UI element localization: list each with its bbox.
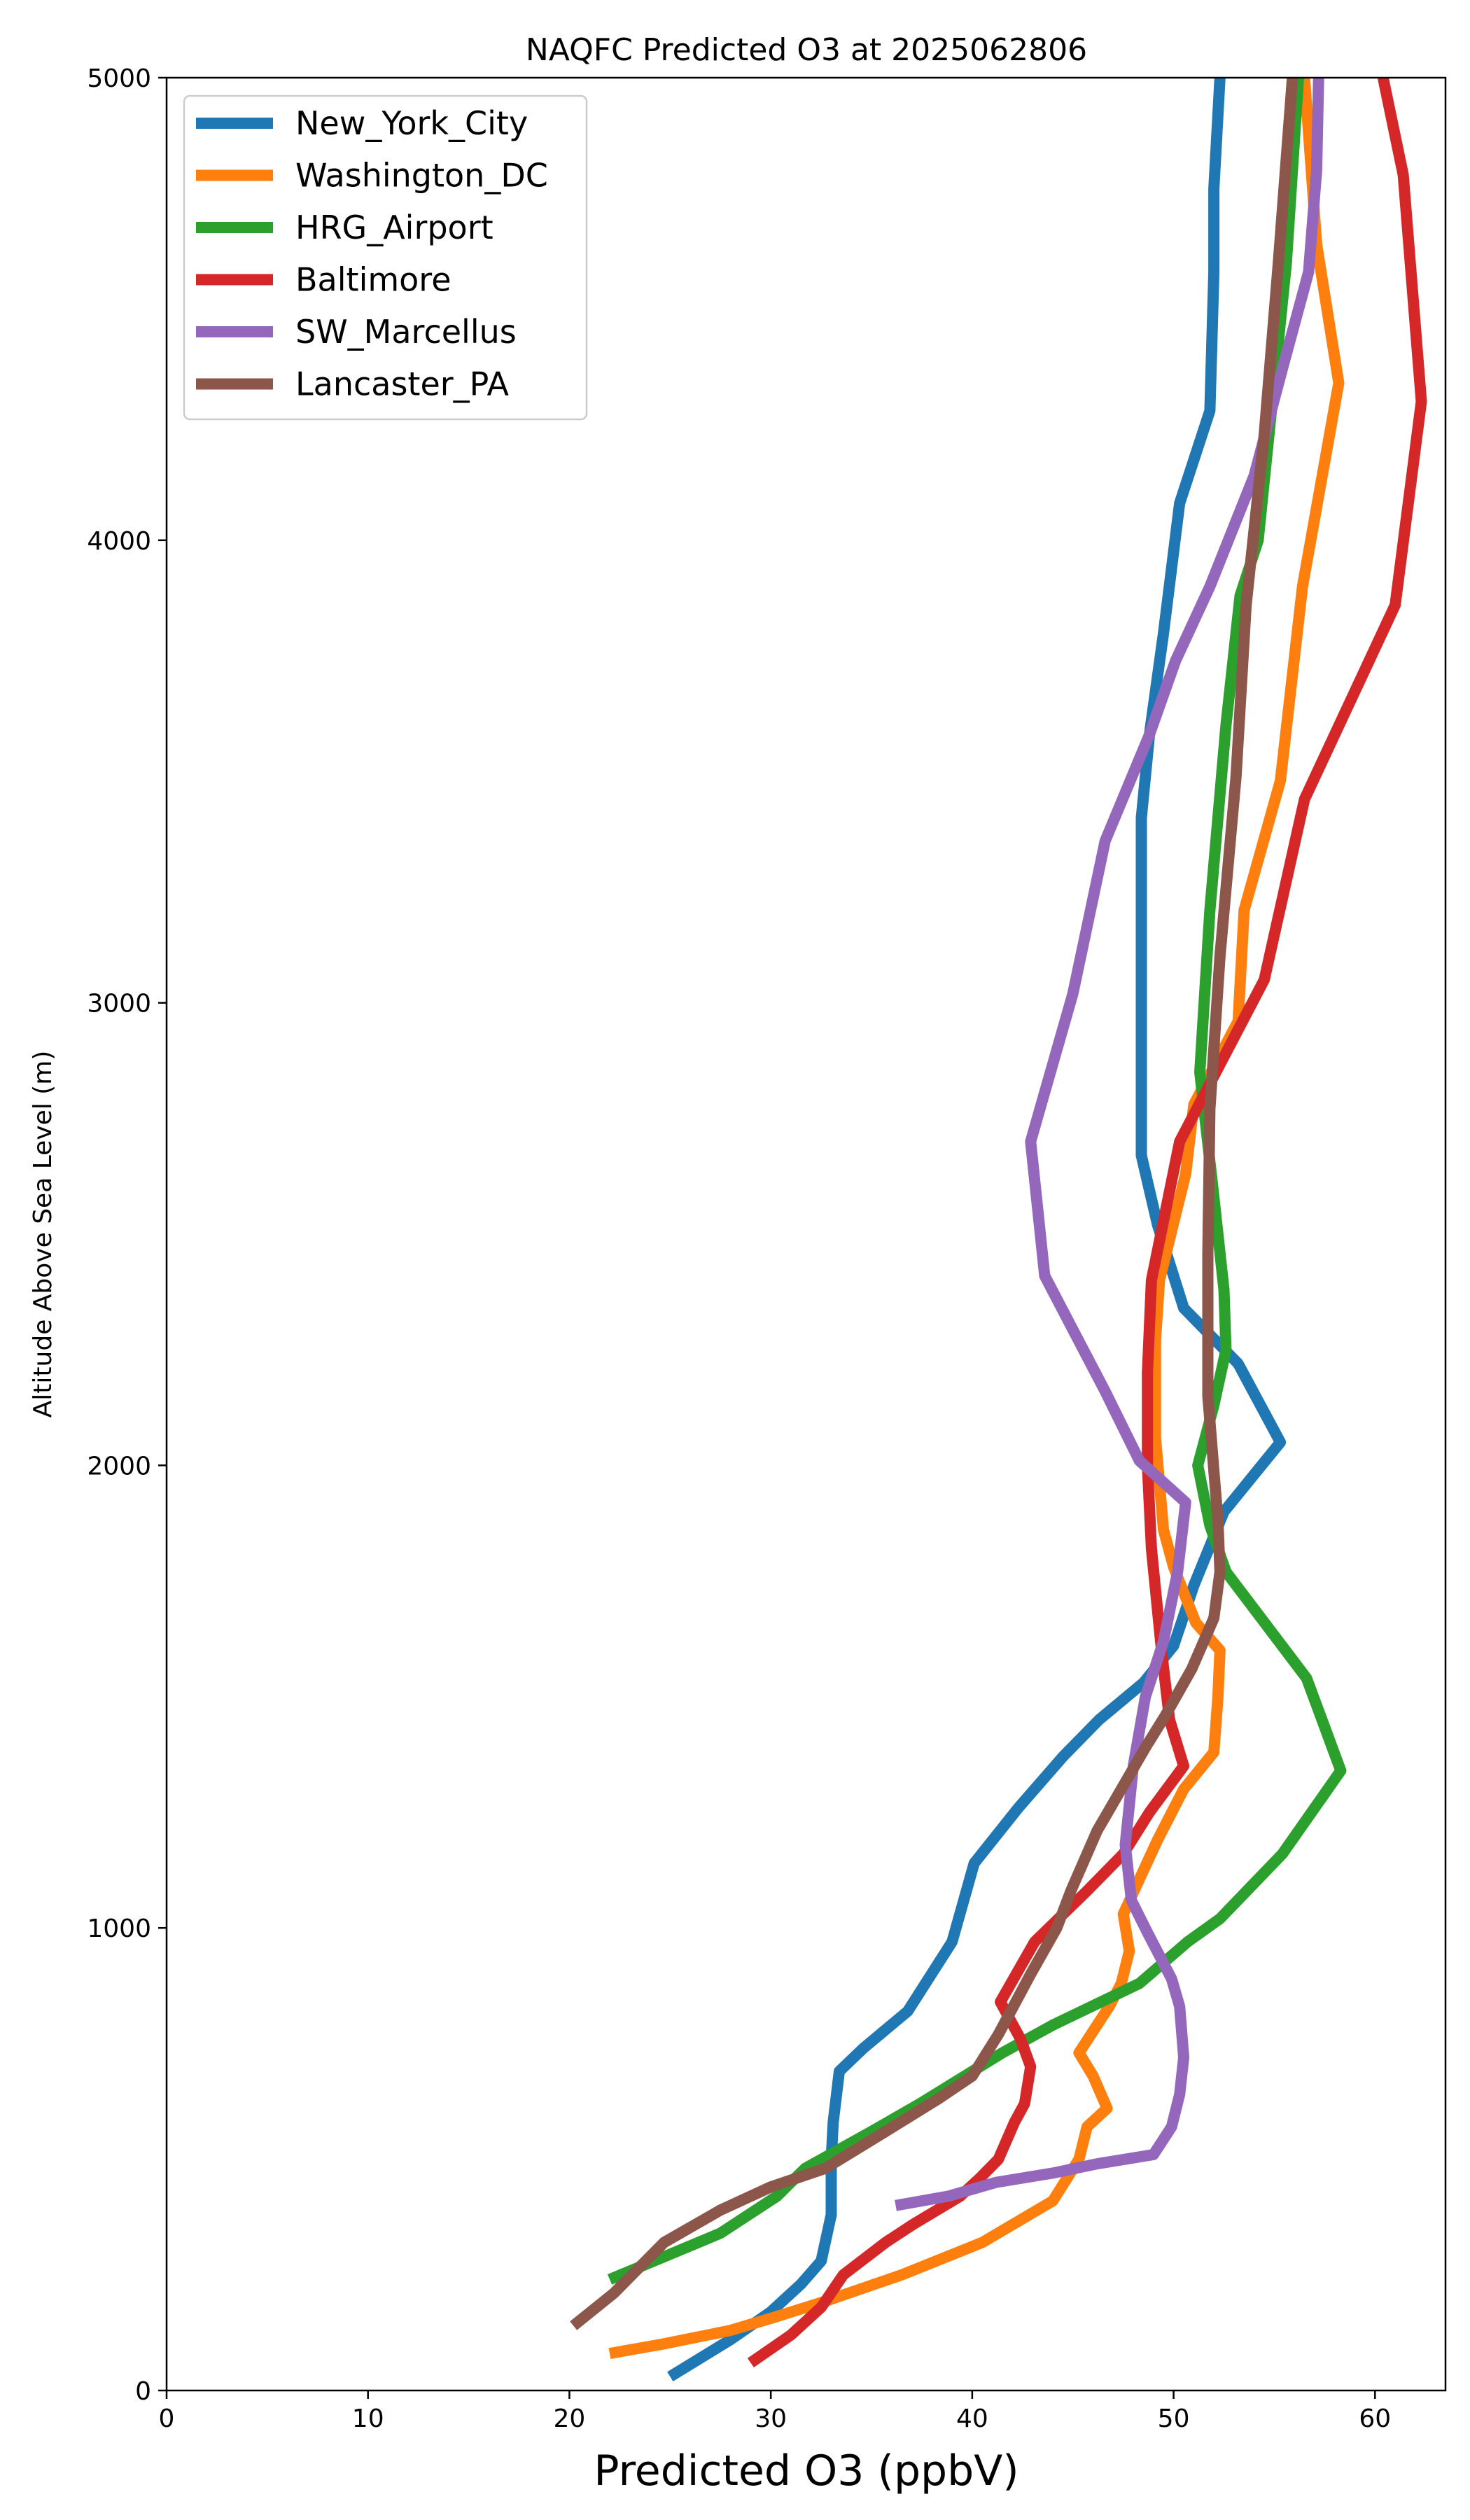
y-tick-label: 4000 [87, 527, 151, 556]
y-tick-label: 2000 [87, 1452, 151, 1480]
legend-label-hrg-airport: HRG_Airport [295, 209, 493, 246]
x-axis: 0 10 20 30 40 50 60 [159, 2390, 1391, 2433]
plot-area [165, 76, 1447, 2392]
x-tick-label: 20 [554, 2404, 586, 2433]
x-axis-label: Predicted O3 (ppbV) [594, 2446, 1018, 2496]
y-tick-label: 1000 [87, 1914, 151, 1943]
x-tick-label: 0 [159, 2404, 175, 2433]
y-tick-label: 3000 [87, 990, 151, 1018]
series-line-lancaster-pa [570, 78, 1298, 2330]
y-tick-label: 0 [135, 2377, 151, 2406]
series-line-hrg-airport [607, 78, 1347, 2285]
y-tick-label: 5000 [87, 64, 151, 93]
plot-background [167, 78, 1446, 2390]
series-line-sw-marcellus [895, 78, 1324, 2211]
chart-title: NAQFC Predicted O3 at 2025062806 [526, 32, 1087, 68]
series-layer [570, 78, 1427, 2382]
x-tick-label: 10 [352, 2404, 384, 2433]
legend: New_York_City Washington_DC HRG_Airport Bal… [183, 94, 588, 421]
legend-items: New_York_City Washington_DC HRG_Airport Bal… [196, 104, 548, 403]
legend-label-new-york-city: New_York_City [295, 104, 528, 142]
legend-label-sw-marcellus: SW_Marcellus [295, 313, 517, 351]
x-tick-label: 60 [1359, 2404, 1391, 2433]
x-tick-label: 50 [1158, 2404, 1190, 2433]
plot-frame [165, 76, 1447, 2392]
legend-frame [183, 94, 588, 421]
y-axis-label: Altitude Above Sea Level (m) [29, 1051, 57, 1418]
x-tick-label: 40 [956, 2404, 988, 2433]
legend-label-lancaster-pa: Lancaster_PA [295, 365, 509, 403]
legend-label-washington-dc: Washington_DC [295, 157, 548, 195]
series-line-baltimore [747, 78, 1427, 2367]
legend-label-baltimore: Baltimore [295, 261, 451, 299]
y-axis: 0 1000 2000 3000 4000 5000 [87, 64, 167, 2406]
x-tick-label: 30 [755, 2404, 787, 2433]
